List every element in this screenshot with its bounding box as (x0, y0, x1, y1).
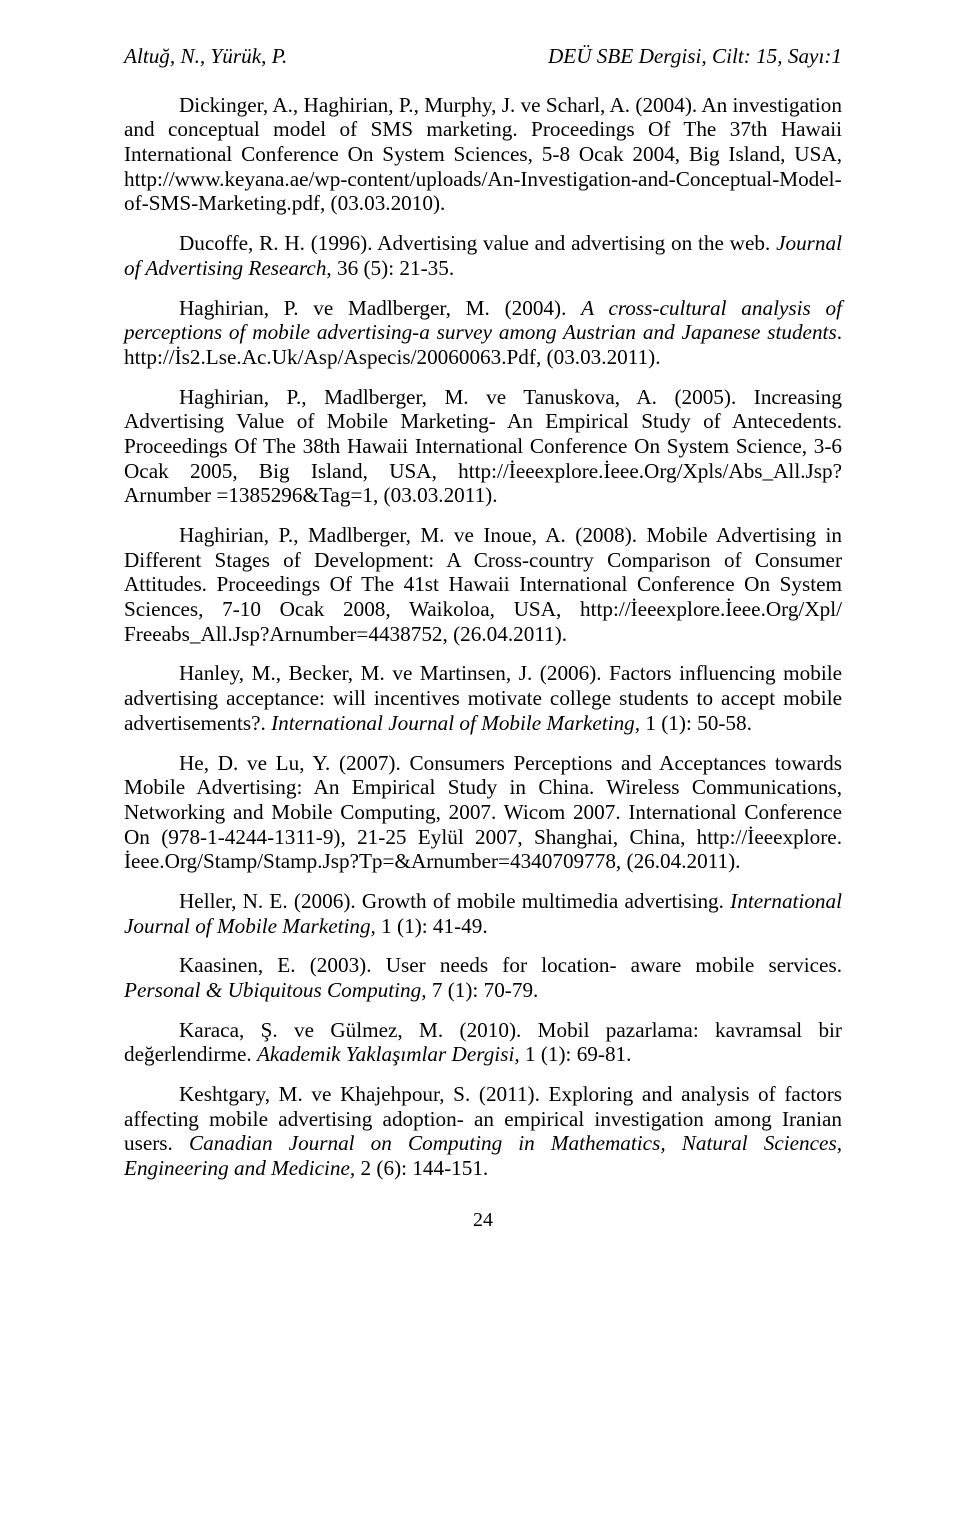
reference-entry: Dickinger, A., Haghirian, P., Murphy, J.… (124, 93, 842, 216)
reference-entry: He, D. ve Lu, Y. (2007). Consumers Perce… (124, 751, 842, 874)
reference-entry: Haghirian, P. ve Madlberger, M. (2004). … (124, 296, 842, 370)
reference-text: Kaasinen, E. (2003). User needs for loca… (179, 953, 842, 977)
reference-italic-text: Akademik Yaklaşımlar Dergisi, (257, 1042, 520, 1066)
running-head: Altuğ, N., Yürük, P. DEÜ SBE Dergisi, Ci… (124, 44, 842, 69)
reference-entry: Keshtgary, M. ve Khajehpour, S. (2011). … (124, 1082, 842, 1181)
reference-text: 2 (6): 144-151. (355, 1156, 488, 1180)
reference-text: , 36 (5): 21-35. (326, 256, 454, 280)
reference-entry: Heller, N. E. (2006). Growth of mobile m… (124, 889, 842, 938)
reference-italic-text: Personal & Ubiquitous Computing, (124, 978, 427, 1002)
reference-text: Dickinger, A., Haghirian, P., Murphy, J.… (124, 93, 842, 216)
page-number: 24 (124, 1209, 842, 1232)
reference-entry: Haghirian, P., Madlberger, M. ve Tanusko… (124, 385, 842, 508)
reference-text: Haghirian, P., Madlberger, M. ve Inoue, … (124, 523, 842, 646)
reference-entry: Ducoffe, R. H. (1996). Advertising value… (124, 231, 842, 280)
running-head-left: Altuğ, N., Yürük, P. (124, 44, 287, 69)
reference-text: 1 (1): 50-58. (640, 711, 752, 735)
reference-text: 1 (1): 69-81. (520, 1042, 632, 1066)
reference-entry: Kaasinen, E. (2003). User needs for loca… (124, 953, 842, 1002)
reference-text: Heller, N. E. (2006). Growth of mobile m… (179, 889, 730, 913)
reference-entry: Haghirian, P., Madlberger, M. ve Inoue, … (124, 523, 842, 646)
reference-entry: Hanley, M., Becker, M. ve Martinsen, J. … (124, 661, 842, 735)
page: Altuğ, N., Yürük, P. DEÜ SBE Dergisi, Ci… (0, 0, 960, 1521)
reference-text: Haghirian, P., Madlberger, M. ve Tanusko… (124, 385, 842, 508)
reference-text: He, D. ve Lu, Y. (2007). Consumers Perce… (124, 751, 842, 874)
reference-text: Ducoffe, R. H. (1996). Advertising value… (179, 231, 776, 255)
reference-entry: Karaca, Ş. ve Gülmez, M. (2010). Mobil p… (124, 1018, 842, 1067)
running-head-right: DEÜ SBE Dergisi, Cilt: 15, Sayı:1 (548, 44, 842, 69)
reference-text: 1 (1): 41-49. (376, 914, 488, 938)
reference-text: Haghirian, P. ve Madlberger, M. (2004). (179, 296, 581, 320)
references-list: Dickinger, A., Haghirian, P., Murphy, J.… (124, 93, 842, 1181)
reference-text: 7 (1): 70-79. (427, 978, 539, 1002)
reference-italic-text: International Journal of Mobile Marketin… (271, 711, 640, 735)
